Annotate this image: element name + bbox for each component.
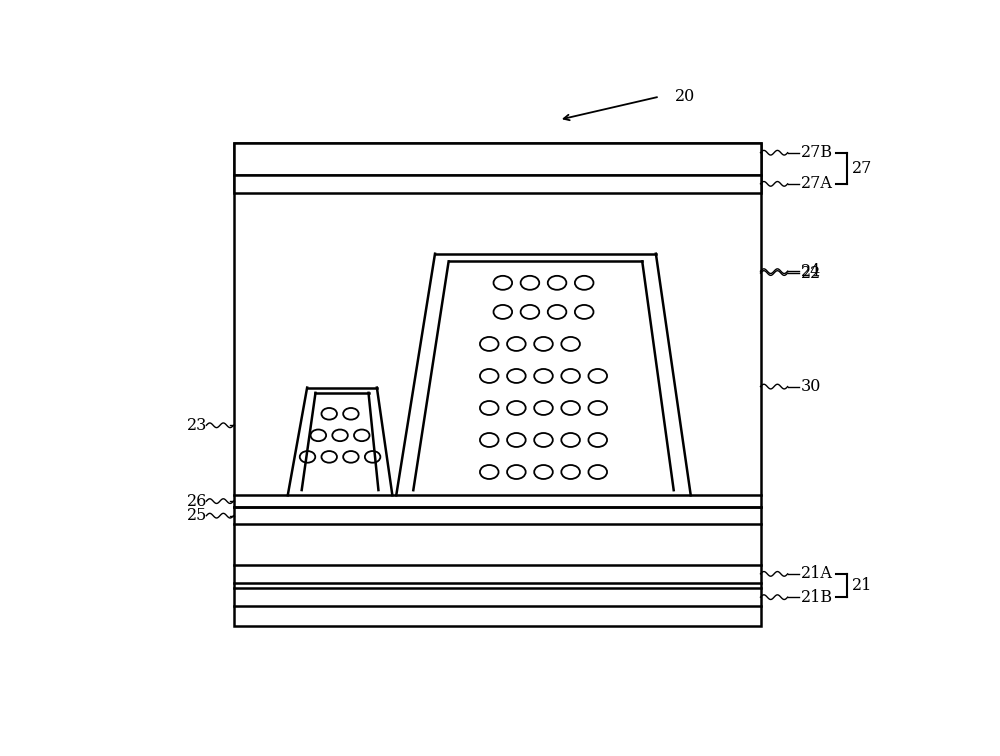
Bar [234, 143, 761, 626]
Text: 27B: 27B [801, 144, 833, 161]
Text: 23: 23 [187, 417, 207, 434]
Bar [234, 175, 761, 193]
Text: 21A: 21A [801, 565, 833, 582]
Text: 26: 26 [187, 493, 207, 510]
Bar [234, 143, 761, 175]
Text: 20: 20 [675, 88, 696, 105]
Text: 21B: 21B [801, 589, 833, 606]
Text: 21: 21 [852, 577, 872, 594]
Text: 22: 22 [801, 265, 821, 281]
Text: 27: 27 [852, 160, 872, 177]
Text: 27A: 27A [801, 175, 833, 192]
Text: 24: 24 [801, 262, 821, 280]
Text: 25: 25 [187, 507, 207, 524]
Text: 30: 30 [801, 378, 821, 395]
